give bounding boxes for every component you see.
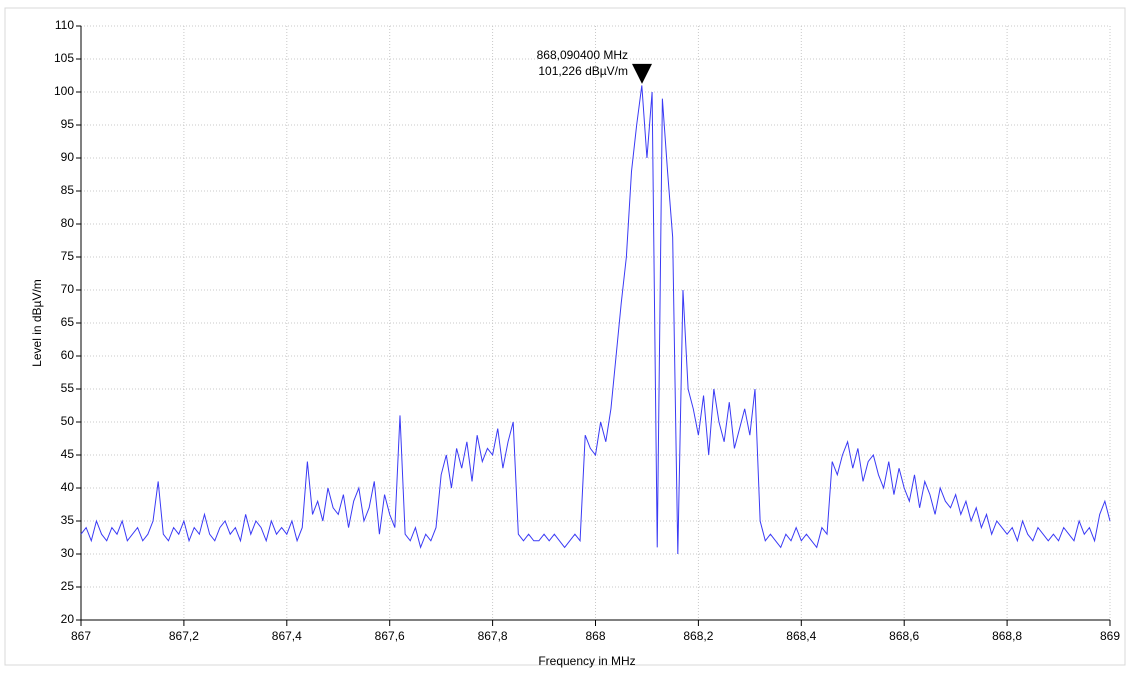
x-axis-label: Frequency in MHz	[538, 654, 635, 668]
y-axis-label: Level in dBµV/m	[30, 279, 44, 367]
y-tick-label: 110	[55, 18, 74, 32]
x-tick-label: 868	[585, 629, 605, 643]
marker-label: 868,090400 MHz	[537, 48, 628, 62]
x-tick-label: 868,8	[992, 629, 1022, 643]
y-tick-label: 20	[61, 612, 75, 626]
y-tick-label: 40	[61, 480, 75, 494]
x-tick-label: 867,4	[272, 629, 302, 643]
x-tick-label: 869	[1100, 629, 1120, 643]
y-tick-label: 30	[61, 546, 75, 560]
y-tick-label: 70	[61, 282, 75, 296]
y-tick-label: 80	[61, 216, 75, 230]
marker-label: 101,226 dBµV/m	[538, 64, 628, 78]
x-tick-label: 867,6	[375, 629, 405, 643]
y-tick-label: 90	[61, 150, 75, 164]
y-tick-label: 100	[54, 84, 74, 98]
x-tick-label: 867	[71, 629, 91, 643]
peak-marker	[632, 63, 653, 84]
x-tick-label: 868,4	[786, 629, 816, 643]
y-tick-label: 55	[61, 381, 75, 395]
y-tick-label: 75	[61, 249, 75, 263]
y-tick-label: 45	[61, 447, 75, 461]
frame	[4, 7, 1126, 666]
y-tick-label: 50	[61, 414, 75, 428]
y-tick-label: 95	[61, 117, 75, 131]
y-tick-label: 60	[61, 348, 75, 362]
x-tick-label: 867,2	[169, 629, 199, 643]
x-tick-label: 868,6	[889, 629, 919, 643]
y-tick-label: 25	[61, 579, 75, 593]
spectrum-line	[80, 85, 1111, 555]
y-tick-label: 35	[61, 513, 75, 527]
x-tick-label: 867,8	[478, 629, 508, 643]
y-tick-label: 105	[54, 51, 74, 65]
y-tick-label: 85	[61, 183, 75, 197]
y-tick-label: 65	[61, 315, 75, 329]
x-tick-label: 868,2	[683, 629, 713, 643]
